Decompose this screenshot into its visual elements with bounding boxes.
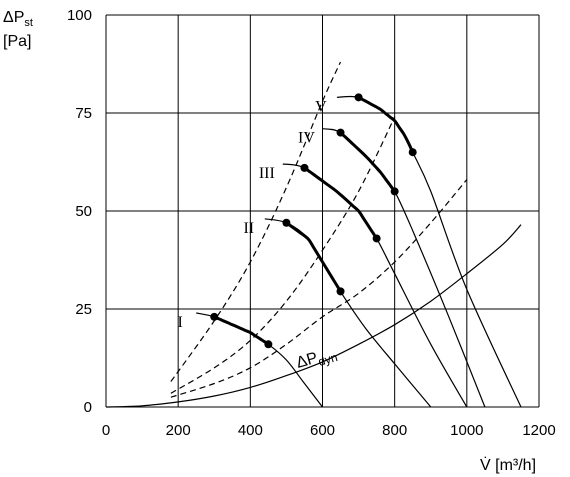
x-tick-label: 0 bbox=[102, 422, 110, 439]
fan-curve-label: I bbox=[178, 314, 183, 331]
y-tick-label: 25 bbox=[75, 301, 92, 318]
system-curve-1 bbox=[170, 61, 342, 382]
y-tick-label: 50 bbox=[75, 203, 92, 220]
fan-curve-iv-operating-range bbox=[339, 131, 396, 193]
y-tick-label: 100 bbox=[67, 7, 92, 24]
x-tick-label: 400 bbox=[238, 422, 263, 439]
y-tick-label: 0 bbox=[84, 399, 92, 416]
operating-point-iii-start bbox=[300, 163, 309, 172]
y-axis-title: ΔPst bbox=[3, 9, 33, 29]
y-axis-unit: [Pa] bbox=[3, 33, 31, 50]
fan-curve-i-operating-range bbox=[213, 315, 270, 346]
grid bbox=[105, 14, 540, 408]
x-tick-label: 1200 bbox=[522, 422, 555, 439]
fan-curve-label: V bbox=[315, 98, 327, 115]
operating-point-i-end bbox=[264, 340, 273, 349]
system-curves bbox=[170, 61, 468, 398]
system-curve-3 bbox=[170, 179, 468, 398]
operating-point-iii-end bbox=[372, 234, 381, 243]
x-tick-label: 1000 bbox=[450, 422, 483, 439]
operating-point-iv-start bbox=[336, 128, 345, 137]
operating-point-iv-end bbox=[390, 187, 399, 196]
tick-labels: 0 200 400 600 800 1000 1200 0 25 50 75 100 bbox=[67, 7, 556, 439]
y-tick-label: 75 bbox=[75, 105, 92, 122]
dynamic-pressure-curve bbox=[105, 224, 522, 408]
fan-curve-iv bbox=[322, 128, 486, 408]
operating-point-i-start bbox=[210, 312, 219, 321]
operating-point-v-end bbox=[408, 148, 417, 157]
x-axis-title: V̇ [m³/h] bbox=[480, 456, 536, 474]
operating-point-v-start bbox=[354, 93, 363, 102]
fan-curve-label: IV bbox=[298, 130, 315, 147]
x-tick-label: 600 bbox=[310, 422, 335, 439]
fan-curve-label: III bbox=[259, 165, 275, 182]
x-tick-label: 800 bbox=[382, 422, 407, 439]
x-tick-label: 200 bbox=[166, 422, 191, 439]
operating-point-ii-start bbox=[282, 218, 291, 227]
fan-curve-ii bbox=[264, 218, 432, 408]
fan-curves bbox=[196, 93, 522, 408]
fan-curve-ii-operating-range bbox=[285, 221, 342, 293]
fan-curve-label: II bbox=[243, 220, 254, 237]
fan-curve-iii-operating-range bbox=[303, 166, 378, 240]
system-curve-2 bbox=[170, 116, 396, 394]
fan-curve-v-operating-range bbox=[357, 95, 415, 153]
fan-curve-iii bbox=[282, 163, 468, 408]
dynamic-pressure-label: ΔPdyn bbox=[294, 344, 339, 374]
operating-point-ii-end bbox=[336, 287, 345, 296]
dynamic-pressure-line bbox=[105, 224, 522, 408]
